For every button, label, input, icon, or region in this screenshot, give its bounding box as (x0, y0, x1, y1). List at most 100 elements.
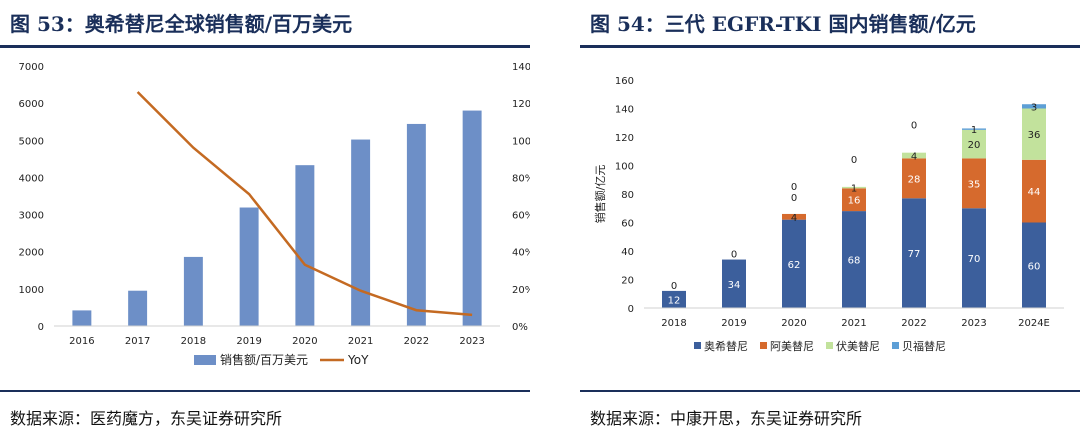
sales-bar (183, 256, 203, 326)
almonertinib-segment (962, 158, 986, 209)
y-right-tick-label: 20% (512, 285, 530, 296)
osimertinib-segment (662, 290, 686, 308)
y-tick-label: 20 (621, 276, 634, 287)
sales-bar (239, 207, 259, 326)
osimertinib-value-label: 12 (668, 295, 681, 306)
x-tick-label: 2018 (661, 318, 686, 329)
right-chart: 020406080100120140160销售额/亿元1202018340201… (593, 76, 1064, 353)
y-right-tick-label: 60% (512, 211, 530, 222)
y-tick-label: 140 (615, 105, 634, 116)
x-tick-label: 2022 (901, 318, 926, 329)
right-figure-title: 图 54：三代 EGFR-TKI 国内销售额/亿元 (590, 12, 976, 36)
y-tick-label: 80 (621, 190, 634, 201)
legend-osimertinib-label: 奥希替尼 (704, 339, 748, 353)
y-left-tick-label: 0 (38, 322, 44, 333)
furmonertinib-value-label: 1 (851, 184, 857, 195)
furmonertinib-value-label: 20 (968, 140, 981, 151)
legend-almonertinib-swatch (760, 342, 767, 349)
x-tick-label: 2016 (69, 336, 94, 347)
left-chart: 0 1000 2000 3000 4000 5000 6000 7000 0% 20% 40% 60%… (19, 62, 530, 367)
y-right-tick-label: 0% (512, 322, 528, 333)
legend-almonertinib-label: 阿美替尼 (770, 339, 814, 353)
y-tick-label: 160 (615, 76, 634, 87)
legend-sales-swatch (194, 355, 216, 365)
befotertinib-value-label: 1 (971, 125, 977, 136)
x-tick-label: 2021 (348, 336, 373, 347)
x-tick-label: 2017 (125, 336, 150, 347)
furmonertinib-segment (842, 186, 866, 189)
osimertinib-value-label: 77 (908, 249, 921, 260)
sales-bar (295, 165, 315, 326)
y-left-tick-label: 3000 (19, 211, 44, 222)
right-bottom-rule (580, 390, 1080, 392)
legend-sales-label: 销售额/百万美元 (220, 352, 308, 367)
x-tick-label: 2020 (781, 318, 806, 329)
y-right-tick-label: 80% (512, 173, 530, 184)
furmonertinib-value-label: 36 (1028, 130, 1041, 141)
y-tick-label: 60 (621, 219, 634, 230)
almonertinib-segment (902, 158, 926, 199)
almonertinib-segment (782, 213, 806, 220)
y-left-tick-label: 2000 (19, 248, 44, 259)
right-title-rule (580, 45, 1080, 48)
sales-bar (128, 290, 148, 326)
legend-yoy-label: YoY (347, 353, 369, 367)
almonertinib-value-label: 35 (968, 179, 981, 190)
y-left-tick-label: 1000 (19, 285, 44, 296)
y-left-tick-label: 7000 (19, 62, 44, 73)
osimertinib-value-label: 68 (848, 256, 861, 267)
sales-bar (72, 310, 92, 326)
x-tick-label: 2024E (1018, 318, 1050, 329)
sales-bar (462, 110, 482, 326)
x-tick-label: 2019 (721, 318, 746, 329)
osimertinib-segment (842, 211, 866, 308)
y-axis-title: 销售额/亿元 (593, 165, 607, 224)
furmonertinib-segment (962, 129, 986, 159)
befotertinib-value-label: 0 (851, 155, 857, 166)
sales-bar (351, 139, 371, 326)
osimertinib-value-label: 34 (728, 280, 741, 291)
y-right-tick-label: 40% (512, 248, 530, 259)
y-right-tick-label: 140% (512, 62, 530, 73)
left-source-note: 数据来源：医药魔方，东吴证券研究所 (10, 409, 283, 428)
x-tick-label: 2021 (841, 318, 866, 329)
left-figure-title: 图 53：奥希替尼全球销售额/百万美元 (10, 12, 353, 36)
y-tick-label: 0 (628, 304, 634, 315)
almonertinib-value-label: 16 (848, 196, 861, 207)
almonertinib-value-label: 28 (908, 174, 921, 185)
left-bottom-rule (0, 390, 530, 392)
almonertinib-segment (1022, 159, 1046, 223)
legend-furmonertinib-label: 伏美替尼 (836, 339, 880, 353)
y-tick-label: 120 (615, 133, 634, 144)
legend-osimertinib-swatch (694, 342, 701, 349)
osimertinib-value-label: 60 (1028, 261, 1041, 272)
x-tick-label: 2023 (961, 318, 986, 329)
y-right-tick-label: 100% (512, 136, 530, 147)
almonertinib-segment (842, 188, 866, 212)
y-right-tick-label: 120% (512, 99, 530, 110)
yoy-line (136, 91, 473, 317)
y-left-tick-label: 6000 (19, 99, 44, 110)
osimertinib-segment (782, 219, 806, 308)
osimertinib-segment (1022, 222, 1046, 308)
right-source-note: 数据来源：中康开思，东吴证券研究所 (590, 409, 863, 428)
x-tick-label: 2019 (236, 336, 261, 347)
y-left-tick-label: 5000 (19, 136, 44, 147)
y-tick-label: 40 (621, 247, 634, 258)
x-tick-label: 2022 (404, 336, 429, 347)
legend-befotertinib-label: 贝福替尼 (902, 339, 946, 353)
furmonertinib-segment (1022, 108, 1046, 160)
almonertinib-value-label: 0 (671, 281, 677, 292)
befotertinib-value-label: 0 (911, 121, 917, 132)
osimertinib-segment (962, 208, 986, 308)
furmonertinib-segment (902, 152, 926, 159)
right-figure-panel: 图 54：三代 EGFR-TKI 国内销售额/亿元 0 20 40 60 80 100 12… (580, 0, 1080, 442)
left-title-rule (0, 45, 530, 48)
furmonertinib-value-label: 0 (791, 193, 797, 204)
almonertinib-value-label: 0 (731, 250, 737, 261)
sales-bar (406, 123, 426, 326)
x-tick-label: 2020 (292, 336, 317, 347)
osimertinib-value-label: 70 (968, 254, 981, 265)
befotertinib-segment (1022, 104, 1046, 109)
befotertinib-value-label: 0 (791, 182, 797, 193)
